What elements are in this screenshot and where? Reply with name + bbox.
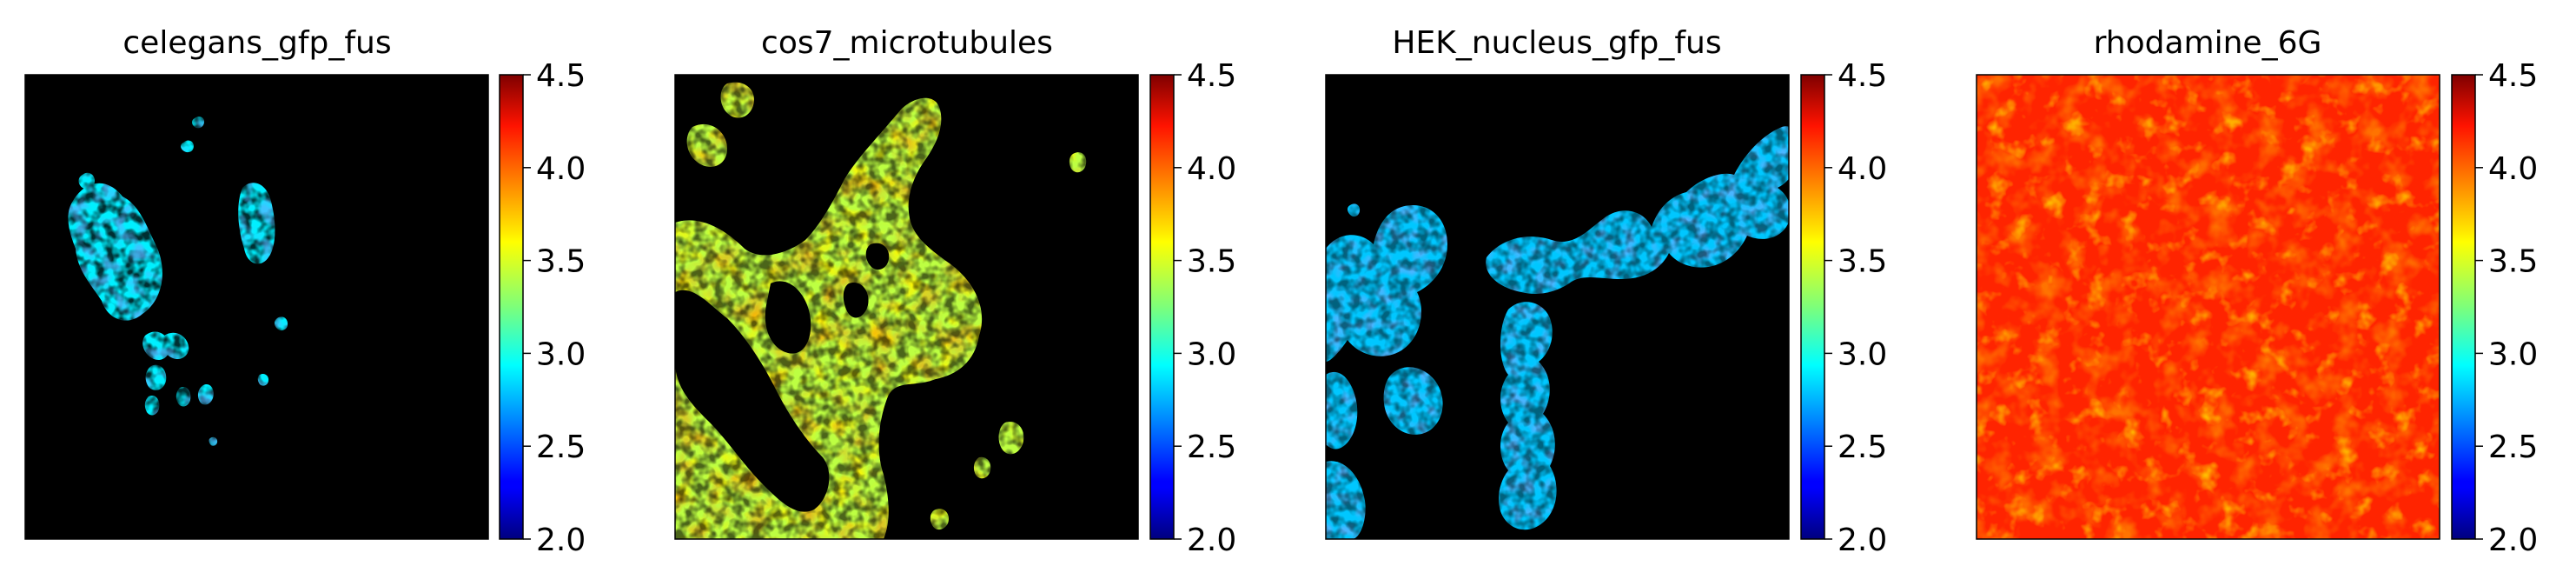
colorbar-tick-label: 2.5 (1187, 430, 1236, 465)
colorbar-tick-label: 3.0 (2488, 336, 2538, 372)
colorbar-gradient (1149, 74, 1175, 540)
colorbar-tick-label: 4.0 (2488, 151, 2538, 187)
colorbar-tick-label: 4.0 (1838, 151, 1887, 187)
colorbar-tick-label: 3.5 (1187, 244, 1236, 280)
colorbar: 2.0 2.5 3.0 3.5 4.0 4.5 (2451, 58, 2538, 558)
colorbar-tick-label: 2.5 (536, 430, 586, 465)
colorbar-tick-label: 3.5 (536, 244, 586, 280)
colorbar-tick-label: 4.5 (1838, 58, 1887, 94)
colorbar-tick-label: 3.0 (1187, 336, 1236, 372)
colorbar: 2.0 2.5 3.0 3.5 4.0 4.5 (1800, 58, 1887, 558)
colorbar-gradient (1800, 74, 1825, 540)
panel-hek: HEK_nucleus_gfp_fus 2.0 2.5 3.0 3.5 4.0 4.5 (1325, 25, 1887, 558)
heatmap-cells (1977, 75, 2440, 539)
colorbar-tick-label: 2.0 (1838, 523, 1887, 558)
colorbar-tick-label: 2.0 (2488, 523, 2538, 558)
panel-rhodamine: rhodamine_6G 2.0 2.5 3.0 3.5 4.0 4.5 (1976, 25, 2538, 558)
colorbar-tick-label: 4.5 (536, 58, 586, 94)
panel-cos7: cos7_microtubules 2.0 2.5 3.0 3.5 4.0 4.5 (674, 25, 1236, 558)
heatmap-cells (675, 75, 1138, 539)
colorbar-gradient (499, 74, 524, 540)
panel-title: HEK_nucleus_gfp_fus (1392, 25, 1721, 61)
colorbar-tick-label: 2.5 (1838, 430, 1887, 465)
image-frame (674, 74, 1139, 540)
colorbar-tick-label: 2.5 (2488, 430, 2538, 465)
colorbar-tick-label: 3.0 (536, 336, 586, 372)
panel-title: rhodamine_6G (2094, 25, 2322, 61)
colorbar-gradient (2451, 74, 2476, 540)
image-frame (1976, 74, 2440, 540)
heatmap-cells (1326, 75, 1789, 539)
colorbar-tick-label: 2.0 (1187, 523, 1236, 558)
colorbar: 2.0 2.5 3.0 3.5 4.0 4.5 (1149, 58, 1236, 558)
image-frame (1325, 74, 1790, 540)
heatmap-cells (25, 75, 488, 539)
panel-celegans: celegans_gfp_fus 2.0 2.5 3.0 3.5 4.0 4.5 (24, 25, 586, 558)
image-frame (24, 74, 489, 540)
colorbar-tick-label: 4.0 (536, 151, 586, 187)
colorbar: 2.0 2.5 3.0 3.5 4.0 4.5 (499, 58, 586, 558)
colorbar-tick-label: 2.0 (536, 523, 586, 558)
panel-title: cos7_microtubules (761, 25, 1053, 61)
colorbar-tick-label: 4.0 (1187, 151, 1236, 187)
colorbar-tick-label: 4.5 (2488, 58, 2538, 94)
colorbar-tick-label: 3.5 (1838, 244, 1887, 280)
colorbar-tick-label: 3.0 (1838, 336, 1887, 372)
colorbar-tick-label: 4.5 (1187, 58, 1236, 94)
panel-title: celegans_gfp_fus (123, 25, 391, 61)
colorbar-tick-label: 3.5 (2488, 244, 2538, 280)
